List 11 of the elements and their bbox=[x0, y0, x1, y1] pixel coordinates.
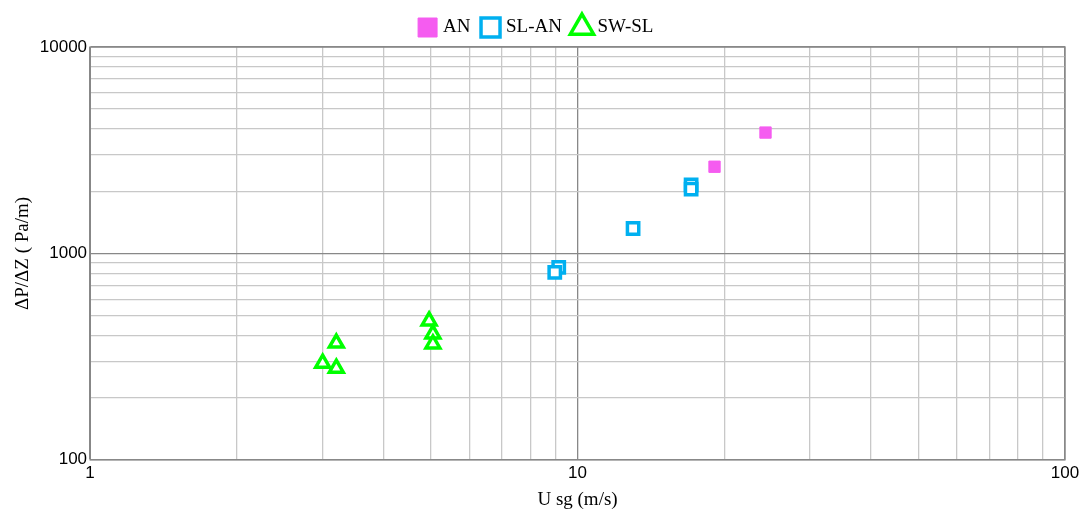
legend-label: SW-SL bbox=[597, 15, 654, 37]
x-tick-label: 10 bbox=[568, 462, 587, 482]
x-tick-label: 100 bbox=[1050, 462, 1080, 482]
legend-label: SL-AN bbox=[506, 15, 563, 37]
y-tick-label: 1000 bbox=[49, 243, 88, 263]
y-axis-title: ΔP/ΔZ ( Pa/m) bbox=[11, 196, 34, 310]
x-axis-title: U sg (m/s) bbox=[537, 487, 618, 510]
y-tick-label: 10000 bbox=[39, 36, 88, 56]
legend-label: AN bbox=[443, 15, 471, 37]
x-tick-label: 1 bbox=[85, 462, 95, 482]
y-tick-label: 100 bbox=[58, 449, 88, 469]
